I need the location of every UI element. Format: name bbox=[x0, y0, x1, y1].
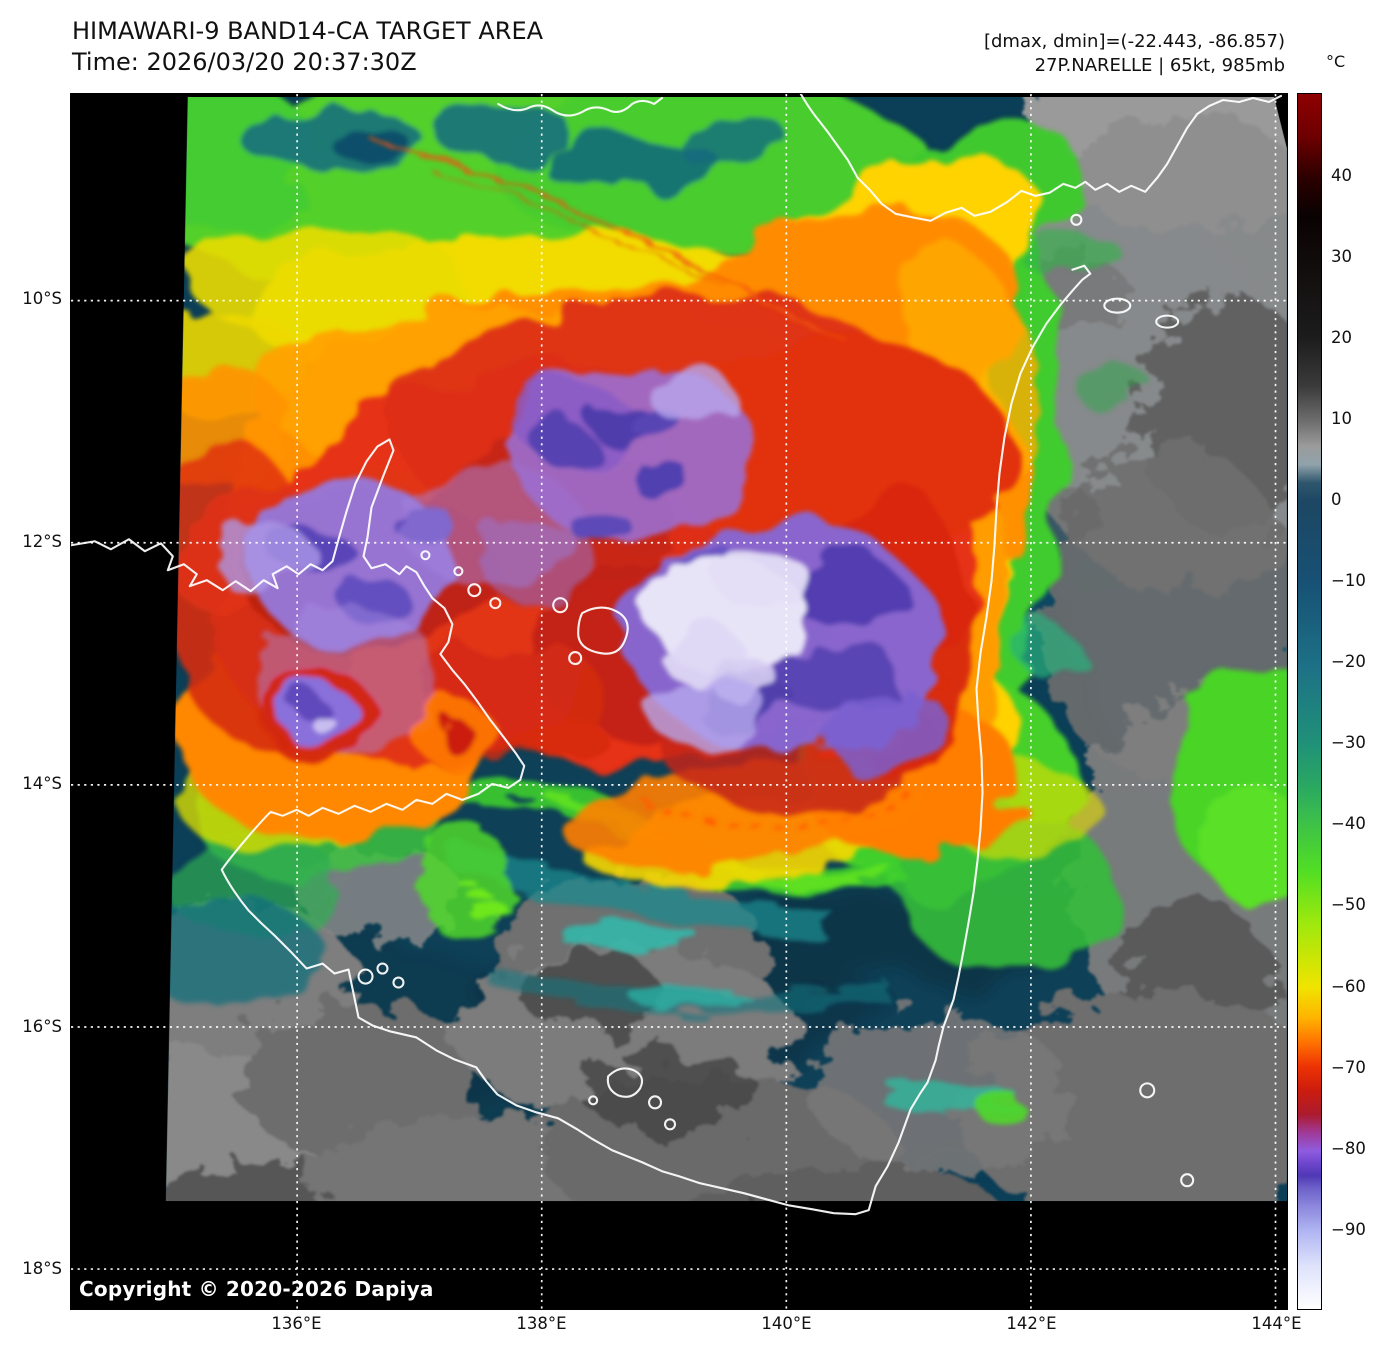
lon-tick-label: 138°E bbox=[516, 1314, 567, 1333]
lat-tick-label: 14°S bbox=[22, 774, 62, 793]
lon-tick-label: 144°E bbox=[1251, 1314, 1302, 1333]
colorbar-tick-label: −20 bbox=[1331, 652, 1366, 672]
colorbar-tick-label: −10 bbox=[1331, 571, 1366, 591]
colorbar-tick-label: 40 bbox=[1331, 166, 1352, 185]
page-title: HIMAWARI-9 BAND14-CA TARGET AREA bbox=[72, 17, 544, 45]
lon-tick-label: 136°E bbox=[271, 1314, 322, 1333]
lon-tick-label: 142°E bbox=[1006, 1314, 1057, 1333]
colorbar-tick-label: −40 bbox=[1331, 814, 1366, 834]
coastline-overlay bbox=[71, 94, 1283, 1216]
colorbar-unit-label: °C bbox=[1326, 52, 1346, 71]
colorbar-tick-label: −70 bbox=[1331, 1057, 1366, 1077]
lon-tick-label: 140°E bbox=[761, 1314, 812, 1333]
lat-tick-label: 10°S bbox=[22, 289, 62, 308]
colorbar bbox=[1297, 93, 1322, 1310]
colorbar-tick-label: 10 bbox=[1331, 409, 1352, 429]
satellite-map-canvas: Copyright © 2020-2026 Dapiya bbox=[70, 93, 1288, 1310]
title-block: HIMAWARI-9 BAND14-CA TARGET AREA Time: 2… bbox=[72, 16, 543, 78]
dmax-dmin-readout: [dmax, dmin]=(-22.443, -86.857) bbox=[983, 31, 1285, 52]
colorbar-tick-label: −30 bbox=[1331, 733, 1366, 753]
storm-info: 27P.NARELLE | 65kt, 985mb bbox=[1034, 55, 1285, 76]
colorbar-tick-label: −50 bbox=[1331, 895, 1366, 915]
colorbar-tick-label: −90 bbox=[1331, 1219, 1366, 1239]
lat-tick-label: 12°S bbox=[22, 531, 62, 551]
lat-tick-label: 18°S bbox=[22, 1259, 62, 1278]
colorbar-tick-label: 0 bbox=[1331, 490, 1342, 510]
colorbar-tick-label: 20 bbox=[1331, 328, 1352, 348]
colorbar-tick-label: 30 bbox=[1331, 247, 1352, 267]
copyright-watermark: Copyright © 2020-2026 Dapiya bbox=[79, 1277, 434, 1301]
lat-tick-label: 16°S bbox=[22, 1016, 62, 1036]
annotation-block: [dmax, dmin]=(-22.443, -86.857) 27P.NARE… bbox=[984, 30, 1285, 78]
colorbar-tick-label: −80 bbox=[1331, 1138, 1366, 1158]
graticule-grid bbox=[71, 94, 1287, 1309]
timestamp: Time: 2026/03/20 20:37:30Z bbox=[72, 48, 417, 76]
colorbar-tick-label: −60 bbox=[1331, 976, 1366, 996]
